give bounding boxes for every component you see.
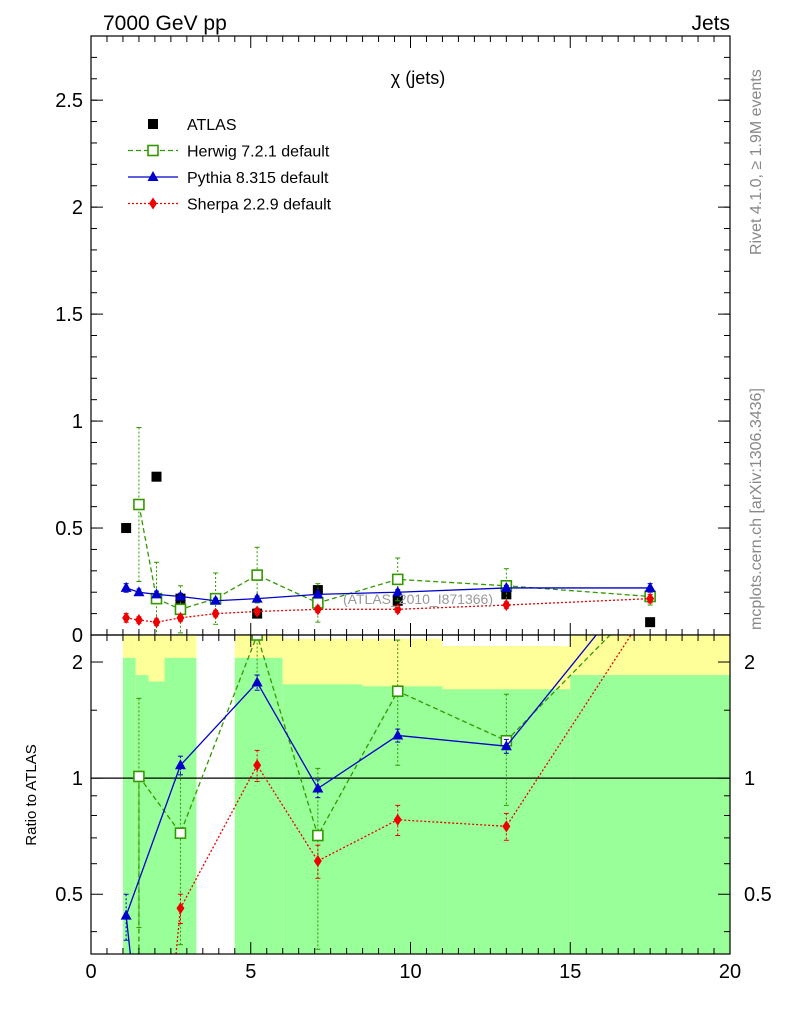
sherpa-2-2-9-default-point — [393, 603, 402, 616]
legend-marker — [147, 171, 159, 181]
herwig-7-2-1-default-point — [251, 569, 263, 581]
y-tick-label: 1 — [72, 411, 83, 433]
y-tick-label: 0 — [72, 625, 83, 647]
pythia-8-315-default-ratio-line — [125, 915, 131, 954]
ratio-y-tick-label-right: 1 — [744, 768, 755, 790]
uncertainty-band-green — [122, 657, 136, 954]
atlas-point — [151, 471, 162, 482]
pythia-8-315-default-point — [133, 586, 145, 597]
ratio-y-tick-label: 2 — [72, 652, 83, 674]
sherpa-2-2-9-default-ratio-point — [393, 813, 402, 826]
ratio-panel: 0.5 0.51 12 20 5 10 15 20 — [55, 634, 772, 983]
herwig-7-2-1-default-ratio-point — [133, 770, 145, 783]
sherpa-2-2-9-default-line — [126, 597, 651, 623]
legend-marker — [148, 119, 158, 129]
pythia-8-315-default-point — [174, 590, 186, 601]
ratio-y-tick-label-right: 2 — [744, 652, 755, 674]
sherpa-2-2-9-default-ratio-point — [253, 759, 262, 772]
ratio-data — [91, 635, 730, 954]
legend-label: Sherpa 2.2.9 default — [187, 197, 332, 214]
pythia-8-315-default-point — [150, 588, 162, 599]
uncertainty-band-green — [148, 681, 165, 954]
uncertainty-band-green — [362, 686, 443, 954]
legend-entry-sherpa-2-2-9-default: Sherpa 2.2.9 default — [128, 197, 332, 214]
pythia-8-315-default-ratio-point — [120, 909, 132, 920]
header-right: Jets — [691, 12, 730, 35]
pythia-8-315-default-point — [392, 586, 404, 597]
y-tick-label: 1.5 — [55, 304, 83, 326]
pythia-8-315-default-ratio-point — [500, 740, 512, 751]
sherpa-2-2-9-default-point — [211, 607, 220, 620]
sherpa-2-2-9-default-point — [646, 592, 655, 605]
pythia-8-315-default-ratio-point — [251, 676, 263, 687]
pythia-8-315-default-point — [251, 592, 263, 603]
pythia-8-315-default-ratio-point — [174, 759, 186, 770]
sherpa-2-2-9-default-point — [176, 611, 185, 624]
pythia-8-315-default-point — [312, 588, 324, 599]
y-tick-label: 0.5 — [55, 518, 83, 540]
sherpa-2-2-9-default-ratio-line — [179, 635, 632, 909]
pythia-8-315-default-line — [125, 587, 651, 602]
side-text-bottom: mcplots.cern.ch [arXiv:1306.3436] — [748, 388, 765, 630]
watermark: (ATLAS_2010_I871366) — [343, 591, 493, 607]
x-tick-label: 15 — [559, 961, 581, 983]
sherpa-2-2-9-default-point — [313, 603, 322, 616]
herwig-7-2-1-default-ratio-point — [174, 827, 187, 839]
herwig-7-2-1-default-ratio-point — [251, 635, 263, 641]
uncertainty-band-green — [135, 675, 149, 954]
x-tick-label: 20 — [719, 961, 741, 983]
sherpa-2-2-9-default-point — [253, 605, 262, 618]
sherpa-2-2-9-default-ratio-line — [175, 908, 182, 954]
chart-title: χ (jets) — [391, 68, 445, 88]
sherpa-2-2-9-default-point — [134, 614, 143, 627]
legend-label: Herwig 7.2.1 default — [187, 144, 330, 161]
sherpa-2-2-9-default-point — [502, 599, 511, 612]
sherpa-2-2-9-default-ratio-point — [502, 820, 511, 833]
main-data — [120, 426, 656, 635]
side-text-top: Rivet 4.1.0, ≥ 1.9M events — [748, 69, 765, 255]
sherpa-2-2-9-default-ratio-point — [313, 854, 322, 867]
ratio-y-tick-label: 1 — [72, 768, 83, 790]
herwig-7-2-1-default-point — [391, 573, 404, 586]
ratio-ylabel: Ratio to ATLAS — [23, 744, 40, 845]
legend-entry-pythia-8-315-default: Pythia 8.315 default — [128, 170, 329, 187]
uncertainty-band-green — [570, 675, 730, 954]
legend-label: Pythia 8.315 default — [187, 170, 329, 187]
pythia-8-315-default-ratio-point — [312, 782, 324, 793]
atlas-point — [121, 523, 132, 534]
x-tick-label: 0 — [85, 961, 96, 983]
pythia-8-315-default-point — [644, 581, 656, 592]
y-tick-label: 2 — [72, 197, 83, 219]
legend-marker — [149, 197, 157, 210]
sherpa-2-2-9-default-point — [152, 616, 161, 629]
pythia-8-315-default-point — [210, 594, 222, 605]
header-left: 7000 GeV pp — [103, 12, 227, 35]
herwig-7-2-1-default-point — [133, 498, 145, 511]
x-tick-label: 10 — [399, 961, 421, 983]
ratio-y-tick-label-right: 0.5 — [744, 884, 772, 906]
main-panel: 0 0.5 1 1.5 2 2.5 — [55, 35, 731, 647]
pythia-8-315-default-ratio-point — [392, 729, 404, 740]
legend-marker — [147, 144, 159, 157]
uncertainty-band-green — [282, 684, 363, 954]
herwig-7-2-1-default-ratio-point — [391, 685, 404, 698]
ratio-y-tick-label: 0.5 — [55, 884, 83, 906]
pythia-8-315-default-point — [120, 581, 132, 592]
pythia-8-315-default-point — [500, 581, 512, 592]
sherpa-2-2-9-default-point — [122, 611, 131, 624]
atlas-point — [645, 617, 656, 628]
x-tick-label: 5 — [245, 961, 256, 983]
herwig-7-2-1-default-line — [138, 504, 651, 611]
legend: ATLAS Herwig 7.2.1 default Pythia 8.315 de… — [128, 117, 332, 214]
uncertainty-band-green — [234, 657, 283, 954]
legend-entry-atlas: ATLAS — [148, 117, 237, 134]
legend-label: ATLAS — [187, 117, 237, 134]
y-tick-label: 2.5 — [55, 90, 83, 112]
sherpa-2-2-9-default-ratio-point — [176, 902, 185, 915]
herwig-7-2-1-default-ratio-point — [312, 829, 324, 842]
legend-entry-herwig-7-2-1-default: Herwig 7.2.1 default — [128, 144, 330, 161]
